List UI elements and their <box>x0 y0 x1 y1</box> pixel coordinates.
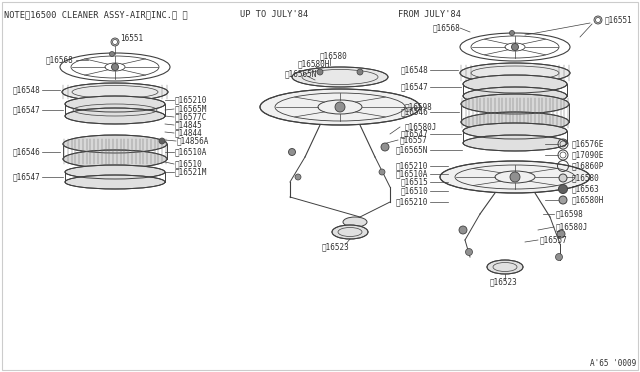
Text: 16551: 16551 <box>120 33 143 42</box>
Circle shape <box>111 38 119 46</box>
Circle shape <box>335 102 345 112</box>
Text: ※16598: ※16598 <box>556 209 584 218</box>
Ellipse shape <box>463 135 567 151</box>
Text: ※16568: ※16568 <box>433 23 461 32</box>
Ellipse shape <box>63 135 167 153</box>
Text: ※16547: ※16547 <box>400 83 428 92</box>
Ellipse shape <box>463 123 567 139</box>
Text: ※16546: ※16546 <box>12 148 40 157</box>
Text: ※165210: ※165210 <box>175 96 207 105</box>
Text: UP TO JULY'84: UP TO JULY'84 <box>240 10 308 19</box>
Text: ※16577C: ※16577C <box>175 112 207 122</box>
Circle shape <box>289 148 296 155</box>
Text: ※16568: ※16568 <box>46 55 74 64</box>
Ellipse shape <box>65 175 165 189</box>
Text: ※16546: ※16546 <box>400 108 428 116</box>
Text: ※16510: ※16510 <box>400 186 428 196</box>
Text: ※16580J: ※16580J <box>405 122 437 131</box>
Circle shape <box>379 169 385 175</box>
Text: ※16547: ※16547 <box>12 106 40 115</box>
Circle shape <box>381 143 389 151</box>
Text: ※16557: ※16557 <box>400 135 428 144</box>
Circle shape <box>317 69 323 75</box>
Circle shape <box>459 226 467 234</box>
Ellipse shape <box>487 260 523 274</box>
Text: ※16551: ※16551 <box>605 16 633 25</box>
Text: ※16548: ※16548 <box>400 65 428 74</box>
Text: ※14856A: ※14856A <box>177 137 209 145</box>
Text: ※16565N: ※16565N <box>396 145 428 154</box>
Text: ※14844: ※14844 <box>175 128 203 138</box>
Circle shape <box>113 39 118 45</box>
Text: ※16547: ※16547 <box>12 173 40 182</box>
Text: ※16563: ※16563 <box>572 185 600 193</box>
Ellipse shape <box>463 87 567 105</box>
Text: ※16598: ※16598 <box>405 103 433 112</box>
Ellipse shape <box>63 150 167 168</box>
Text: ※16565N: ※16565N <box>285 70 317 78</box>
Text: ※16547: ※16547 <box>400 129 428 138</box>
Ellipse shape <box>460 63 570 83</box>
Text: ※16580J: ※16580J <box>556 222 588 231</box>
Circle shape <box>111 64 118 71</box>
Circle shape <box>595 17 600 22</box>
Text: ※16565M: ※16565M <box>175 105 207 113</box>
Ellipse shape <box>461 112 569 132</box>
Text: ※16515: ※16515 <box>400 177 428 186</box>
Circle shape <box>109 51 115 57</box>
Text: ※16548: ※16548 <box>12 86 40 94</box>
Text: ※16860P: ※16860P <box>572 161 604 170</box>
Circle shape <box>357 69 363 75</box>
Ellipse shape <box>62 83 168 101</box>
Circle shape <box>559 196 567 204</box>
Text: ※165210: ※165210 <box>396 161 428 170</box>
Text: ※16510: ※16510 <box>175 160 203 169</box>
Ellipse shape <box>440 161 590 193</box>
Ellipse shape <box>461 94 569 114</box>
Ellipse shape <box>343 217 367 227</box>
Text: ※16580: ※16580 <box>572 173 600 183</box>
Ellipse shape <box>65 108 165 124</box>
Circle shape <box>594 16 602 24</box>
Text: ※17090E: ※17090E <box>572 151 604 160</box>
Circle shape <box>559 174 567 182</box>
Circle shape <box>510 172 520 182</box>
Circle shape <box>509 31 515 35</box>
Ellipse shape <box>292 67 388 87</box>
Text: ※16510A: ※16510A <box>175 148 207 157</box>
Text: ※16523: ※16523 <box>322 243 349 251</box>
Ellipse shape <box>332 225 368 239</box>
Text: ※14845: ※14845 <box>175 121 203 129</box>
Text: ※165210: ※165210 <box>396 198 428 206</box>
Ellipse shape <box>65 165 165 179</box>
Circle shape <box>465 248 472 256</box>
Ellipse shape <box>463 75 567 93</box>
Ellipse shape <box>260 89 420 125</box>
Text: ※16557: ※16557 <box>540 235 568 244</box>
Text: ※16580H: ※16580H <box>572 196 604 205</box>
Circle shape <box>159 138 165 144</box>
Text: NOTEㅥ16500 CLEANER ASSY-AIR（INC.※ ）: NOTEㅥ16500 CLEANER ASSY-AIR（INC.※ ） <box>4 10 188 19</box>
Circle shape <box>511 44 518 51</box>
Text: ※16580H: ※16580H <box>298 60 330 68</box>
Text: ※16510A: ※16510A <box>396 170 428 179</box>
Text: ※16576E: ※16576E <box>572 140 604 148</box>
Text: FROM JULY'84: FROM JULY'84 <box>398 10 461 19</box>
Ellipse shape <box>65 96 165 112</box>
Circle shape <box>556 253 563 260</box>
Text: A'65 '0009: A'65 '0009 <box>589 359 636 368</box>
Text: ※16521M: ※16521M <box>175 167 207 176</box>
Circle shape <box>559 185 568 193</box>
Circle shape <box>295 174 301 180</box>
Text: ※16523: ※16523 <box>490 278 518 286</box>
Circle shape <box>557 230 565 238</box>
Text: ※16580: ※16580 <box>320 51 348 61</box>
